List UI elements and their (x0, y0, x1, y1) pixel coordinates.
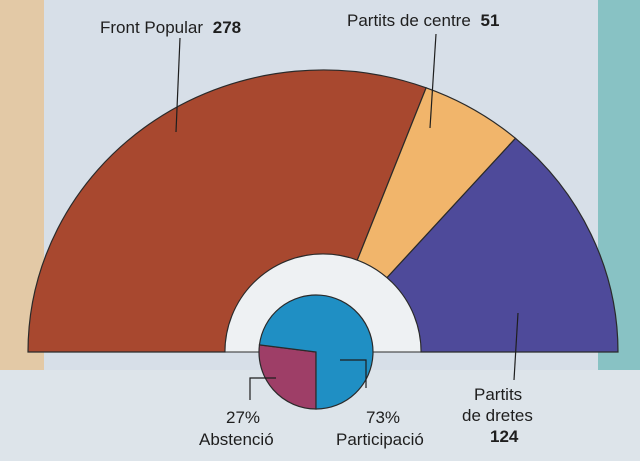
value-partits-centre: 51 (481, 11, 500, 30)
leader-participacio (340, 359, 367, 388)
name-partits-dretes-line2: de dretes (462, 406, 533, 425)
label-front-popular: Front Popular 278 (100, 18, 241, 37)
participation-pie-slices (258, 294, 374, 410)
leader-front-popular (175, 37, 181, 133)
name-partits-dretes-line1: Partits (474, 385, 522, 404)
leader-partits-centre (429, 33, 437, 129)
leader-partits-dretes (513, 312, 519, 381)
value-participacio: 73% (366, 408, 400, 427)
name-participacio: Participació (336, 430, 424, 449)
leader-abstencio (249, 377, 276, 400)
name-partits-centre: Partits de centre (347, 11, 471, 30)
participation-slice-abstencio (258, 344, 317, 410)
value-abstencio: 27% (226, 408, 260, 427)
label-partits-centre: Partits de centre 51 (347, 11, 499, 30)
name-abstencio: Abstenció (199, 430, 274, 449)
value-partits-dretes: 124 (490, 427, 519, 446)
name-front-popular: Front Popular (100, 18, 203, 37)
participation-slice-participacio (258, 294, 374, 410)
value-front-popular: 278 (213, 18, 241, 37)
